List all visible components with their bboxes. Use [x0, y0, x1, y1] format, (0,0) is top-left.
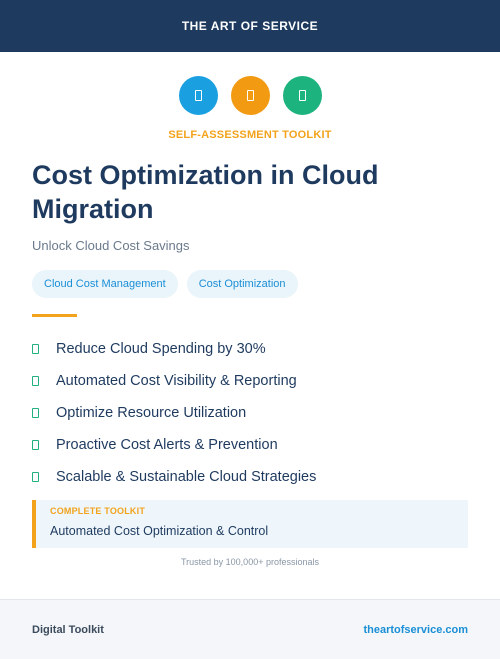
feature-text: Automated Cost Visibility & Reporting [56, 373, 297, 389]
check-icon [32, 408, 39, 418]
feature-list: Reduce Cloud Spending by 30% Automated C… [32, 333, 472, 493]
callout-label: COMPLETE TOOLKIT [50, 506, 146, 516]
check-icon [32, 344, 39, 354]
toolkit-callout: COMPLETE TOOLKIT Automated Cost Optimiza… [32, 500, 468, 548]
document-icon [282, 76, 322, 115]
list-item: Automated Cost Visibility & Reporting [32, 365, 472, 397]
callout-text: Automated Cost Optimization & Control [50, 524, 269, 538]
feature-text: Reduce Cloud Spending by 30% [56, 341, 266, 357]
accent-divider [32, 314, 77, 317]
tag-cloud-cost-management[interactable]: Cloud Cost Management [32, 270, 178, 298]
trusted-note: Trusted by 100,000+ professionals [180, 557, 319, 567]
subtitle: Unlock Cloud Cost Savings [32, 238, 190, 253]
document-icon [230, 76, 270, 115]
header-title: THE ART OF SERVICE [181, 19, 319, 33]
icon-row [0, 76, 500, 115]
tag-list: Cloud Cost Management Cost Optimization [32, 270, 298, 298]
feature-text: Optimize Resource Utilization [56, 405, 247, 421]
footer-bar: Digital Toolkit theartofservice.com [0, 599, 500, 659]
list-item: Reduce Cloud Spending by 30% [32, 333, 472, 365]
list-item: Scalable & Sustainable Cloud Strategies [32, 461, 472, 493]
check-icon [32, 376, 39, 386]
feature-text: Scalable & Sustainable Cloud Strategies [56, 469, 317, 485]
tag-cost-optimization[interactable]: Cost Optimization [186, 270, 298, 298]
page-title: Cost Optimization in Cloud Migration [32, 160, 379, 224]
kicker-label: SELF-ASSESSMENT TOOLKIT [168, 129, 332, 141]
check-icon [32, 440, 39, 450]
list-item: Proactive Cost Alerts & Prevention [32, 429, 472, 461]
document-icon [178, 76, 218, 115]
check-icon [32, 472, 39, 482]
footer-label: Digital Toolkit [32, 623, 104, 636]
website-link[interactable]: theartofservice.com [363, 623, 468, 636]
feature-text: Proactive Cost Alerts & Prevention [56, 437, 278, 453]
header-bar: THE ART OF SERVICE [0, 0, 500, 52]
list-item: Optimize Resource Utilization [32, 397, 472, 429]
